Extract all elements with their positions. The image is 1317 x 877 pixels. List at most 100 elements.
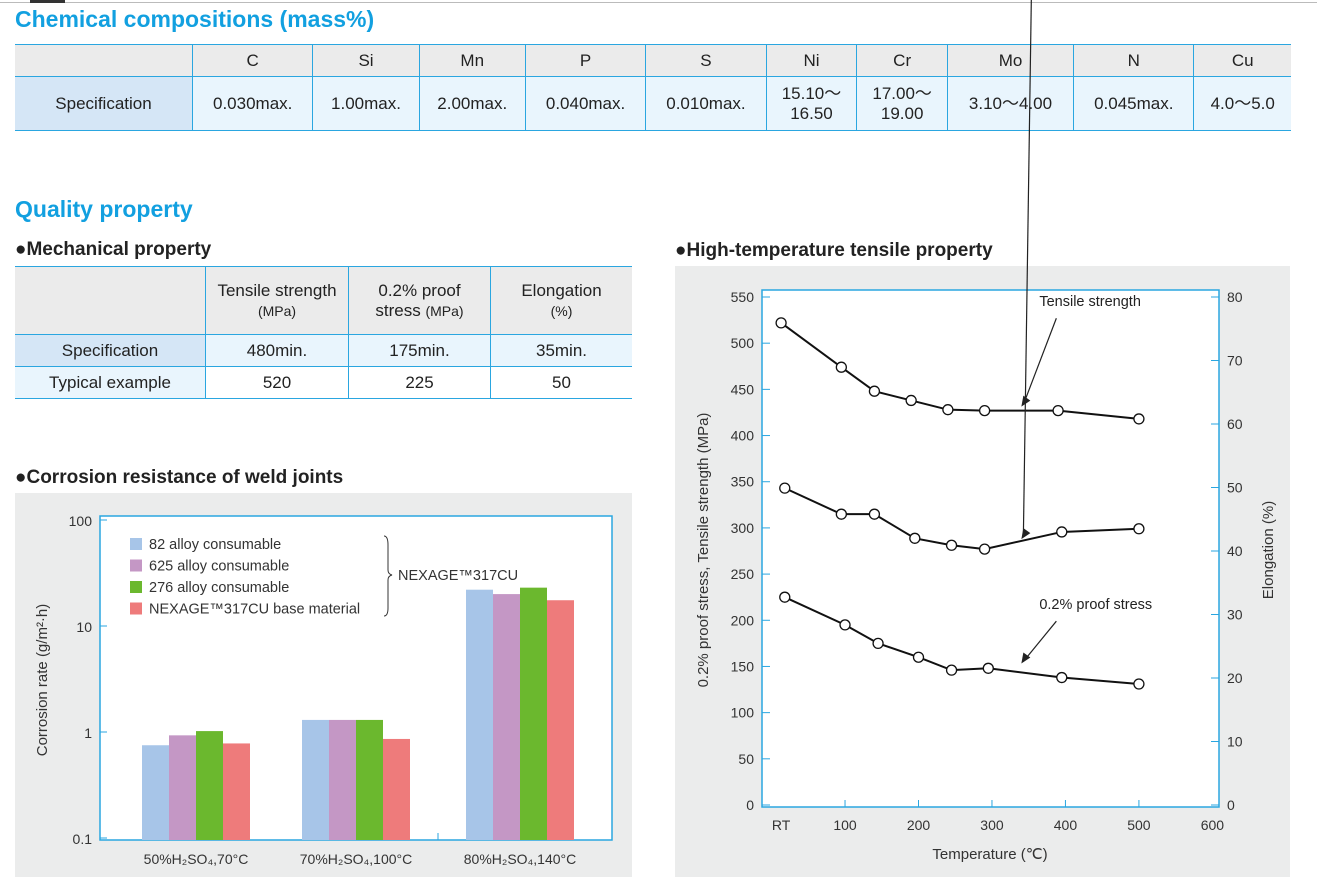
bar-3-3 [520,587,547,840]
data-point [1056,526,1068,538]
cell: 520 [205,366,349,399]
y2-tick-label: 80 [1227,289,1243,305]
y-tick-label: 0 [746,797,754,813]
quality-title: Quality property [15,196,193,222]
series-label: Tensile strength [1039,294,1141,310]
arrow-head [1021,652,1031,664]
data-point [912,651,925,663]
data-point [978,543,991,555]
mech-corner [15,266,206,335]
bar-1-2 [169,735,196,840]
cell: 50 [490,366,632,399]
corrosion-title: ●Corrosion resistance of weld joints [15,467,344,488]
data-point [1133,413,1145,425]
y2-tick-label: 20 [1227,670,1243,686]
legend-swatch [130,538,142,550]
series-label: 0.2% proof stress [1039,597,1152,613]
y-tick-label: 10 [76,619,92,635]
bar-1-3 [196,731,223,840]
y-tick-label: 100 [69,513,93,529]
chem-value-N: 0.045max. [1073,76,1195,131]
x-tick-label: 200 [907,817,931,833]
bar-1-4 [223,743,250,840]
mech-title: ●Mechanical property [15,239,212,260]
chem-value-Cu: 4.0〜5.0 [1193,76,1291,131]
bar-1-1 [142,745,169,840]
chem-value-Ni: 15.10〜 16.50 [765,76,858,131]
chem-value-S: 0.010max. [645,76,767,131]
cell: 480min. [205,334,349,367]
y2-tick-label: 10 [1227,734,1243,750]
cell: 175min. [348,334,491,367]
y-tick-label: 500 [731,335,755,351]
bar-2-2 [329,719,356,840]
mech-row-spec: Specification 480min. 175min. 35min. [15,334,632,367]
y-tick-label: 100 [731,705,755,721]
x-axis-label: Temperature (℃) [932,846,1047,863]
data-point [1056,671,1068,684]
row-label: Specification [15,334,206,367]
top-tab-marker [30,0,65,3]
y-tick-label: 1 [84,725,92,741]
y-tick-label: 400 [731,428,755,444]
y-tick-label: 200 [731,612,755,628]
chem-header-Si: Si [312,44,420,77]
y-tick-label: 150 [731,658,755,674]
data-point [909,532,921,544]
chem-value-C: 0.030max. [191,76,314,131]
x-tick-label: 600 [1201,817,1225,833]
y2-tick-label: 70 [1227,353,1243,369]
mech-header-proof: 0.2% proof stress (MPa) [348,266,491,335]
chem-header-Ni: Ni [765,44,858,77]
row-label: Typical example [15,366,206,399]
y2-axis-label: Elongation (%) [1260,501,1277,599]
legend-swatch [130,581,142,593]
chem-header-P: P [524,44,647,77]
y-tick-label: 550 [731,289,755,305]
x-tick-label: 80%H₂SO₄,140°C [464,851,576,867]
chem-header-Cr: Cr [856,44,948,77]
chem-header-N: N [1073,44,1195,77]
chem-value-Cr: 17.00〜 19.00 [856,76,948,131]
data-point [945,539,958,551]
bar-2-3 [356,719,383,840]
mech-row-typical: Typical example 520 225 50 [15,366,632,399]
bracket-label: NEXAGE™317CU [398,568,518,584]
cell: 35min. [490,334,632,367]
chem-value-Si: 1.00max. [312,76,420,131]
mech-table: Tensile strength (MPa) 0.2% proof stress (… [15,266,632,399]
y-tick-label: 0.1 [73,831,93,847]
data-point [775,317,787,329]
y-tick-label: 250 [731,566,755,582]
chem-value-Mn: 2.00max. [418,76,526,131]
data-point [779,591,791,603]
data-point [978,404,991,417]
chem-header-C: C [191,44,314,77]
chem-header-S: S [645,44,767,77]
data-point [868,508,881,520]
legend-label: 625 alloy consumable [149,559,289,575]
data-point [945,664,958,676]
chem-corner [15,44,193,77]
data-point [835,508,848,520]
y-tick-label: 50 [738,751,754,767]
y2-tick-label: 50 [1227,480,1243,496]
y2-tick-label: 60 [1227,416,1243,432]
x-tick-label: 500 [1127,817,1151,833]
y-tick-label: 350 [731,474,755,490]
data-point [779,482,791,494]
series-line-2 [784,596,1139,686]
x-tick-label: 50%H₂SO₄,70°C [144,851,249,867]
data-point [868,385,881,397]
bar-3-4 [547,600,574,840]
bar-3-2 [493,594,520,840]
legend-swatch [130,602,142,615]
arrow-head [1021,528,1031,540]
arrow-line [1022,620,1057,662]
y-axis-label: 0.2% proof stress, Tensile strength (MPa… [695,413,712,688]
legend-label: NEXAGE™317CU base material [149,602,360,618]
data-point [1133,523,1145,535]
y-tick-label: 450 [731,381,755,397]
data-point [1052,404,1064,417]
